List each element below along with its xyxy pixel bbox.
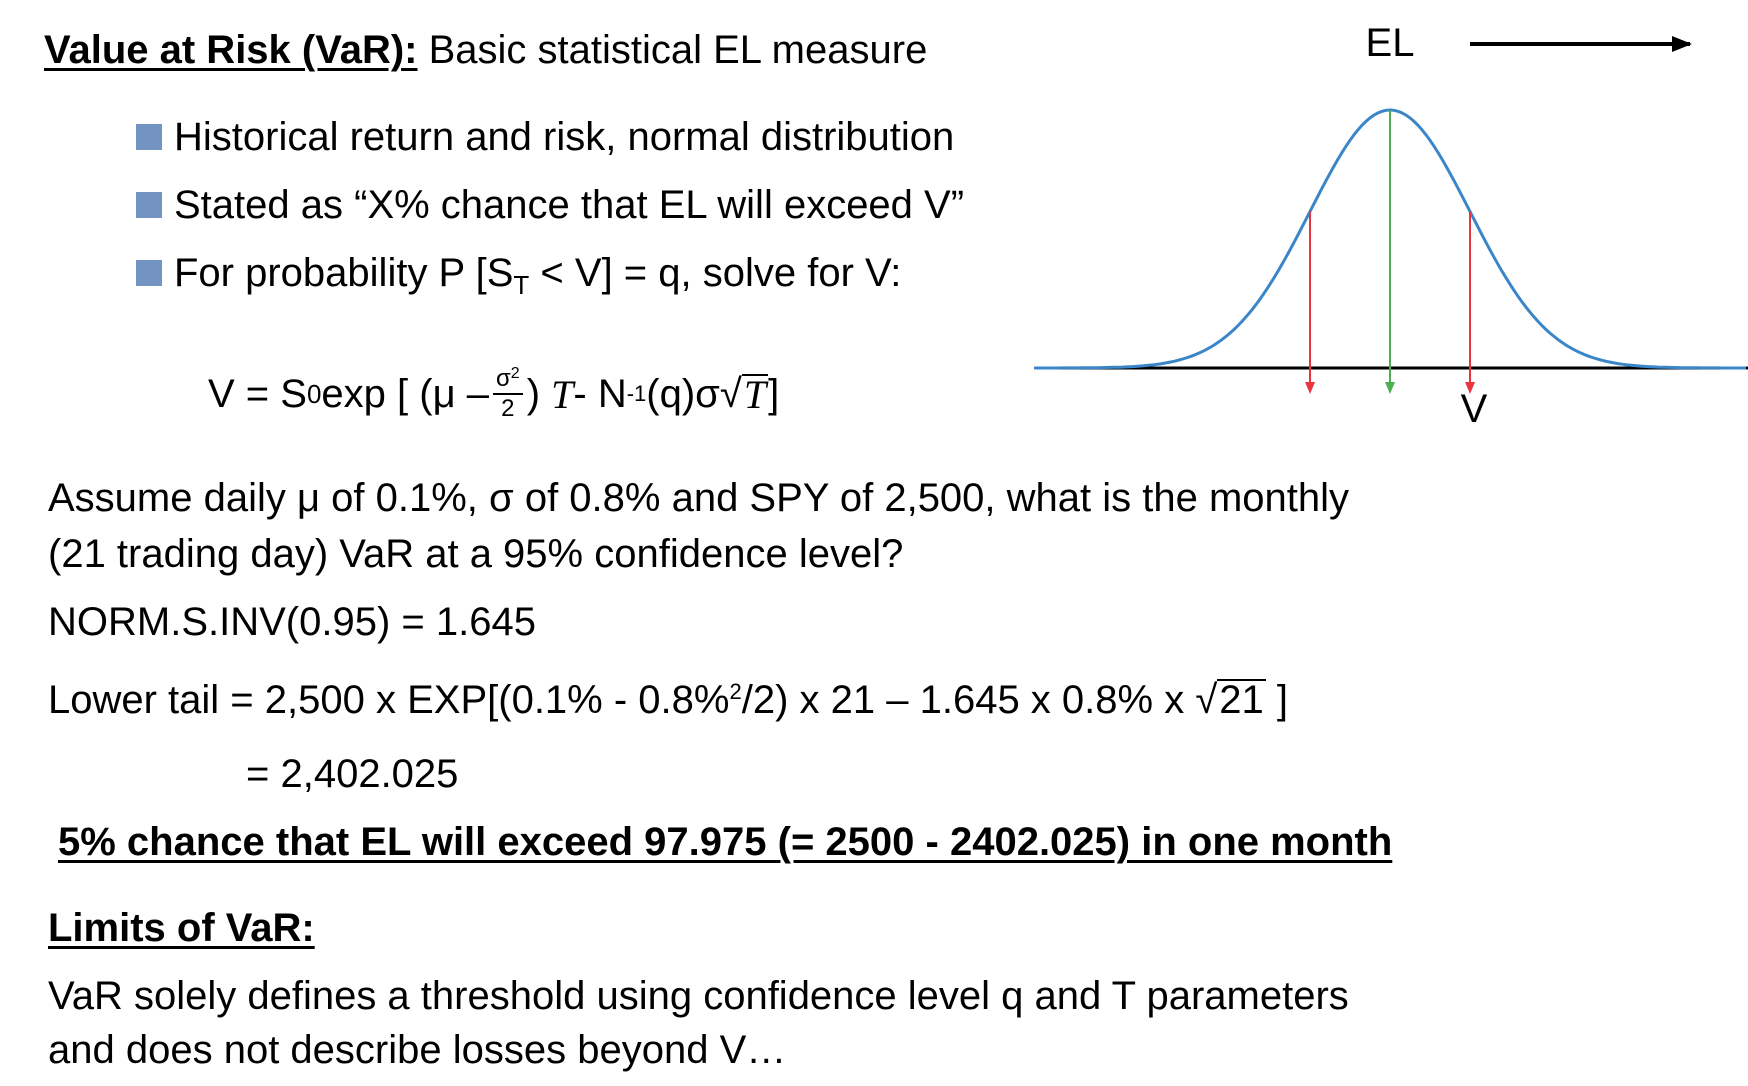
normal-distribution-diagram: EL V bbox=[1034, 21, 1748, 431]
bullet-text: Stated as “X% chance that EL will exceed… bbox=[174, 183, 965, 227]
limits-line-2: and does not describe losses beyond V… bbox=[48, 1028, 787, 1072]
sigma-squared-over-two: σ2 2 bbox=[492, 365, 523, 423]
square-bullet-icon bbox=[136, 260, 162, 286]
bullet-text: For probability P [ST < V] = q, solve fo… bbox=[174, 251, 902, 300]
square-bullet-icon bbox=[136, 124, 162, 150]
bullet-item: Historical return and risk, normal distr… bbox=[136, 112, 954, 162]
right-tail-arrow bbox=[1465, 211, 1475, 394]
center-arrow bbox=[1385, 110, 1395, 394]
limits-title: Limits of VaR: bbox=[48, 906, 315, 950]
bullet-item: For probability P [ST < V] = q, solve fo… bbox=[136, 248, 901, 298]
arrow-head-icon bbox=[1672, 36, 1692, 52]
bullet-item: Stated as “X% chance that EL will exceed… bbox=[136, 180, 964, 230]
limits-line-1: VaR solely defines a threshold using con… bbox=[48, 974, 1349, 1018]
v-label: V bbox=[1461, 387, 1488, 431]
slide-heading: Value at Risk (VaR): Basic statistical E… bbox=[44, 26, 927, 74]
norm-inv-line: NORM.S.INV(0.95) = 1.645 bbox=[48, 600, 536, 644]
heading-rest: Basic statistical EL measure bbox=[417, 28, 928, 72]
left-tail-arrow bbox=[1305, 211, 1315, 394]
lower-tail-line: Lower tail = 2,500 x EXP[(0.1% - 0.8%2/2… bbox=[48, 678, 1288, 722]
conclusion-line: 5% chance that EL will exceed 97.975 (= … bbox=[58, 820, 1393, 864]
heading-bold: Value at Risk (VaR): bbox=[44, 28, 418, 72]
square-bullet-icon bbox=[136, 192, 162, 218]
question-line-1: Assume daily μ of 0.1%, σ of 0.8% and SP… bbox=[48, 476, 1350, 520]
el-label: EL bbox=[1366, 21, 1415, 65]
bullet-text: Historical return and risk, normal distr… bbox=[174, 115, 955, 159]
result-line: = 2,402.025 bbox=[246, 752, 459, 796]
question-line-2: (21 trading day) VaR at a 95% confidence… bbox=[48, 532, 904, 576]
